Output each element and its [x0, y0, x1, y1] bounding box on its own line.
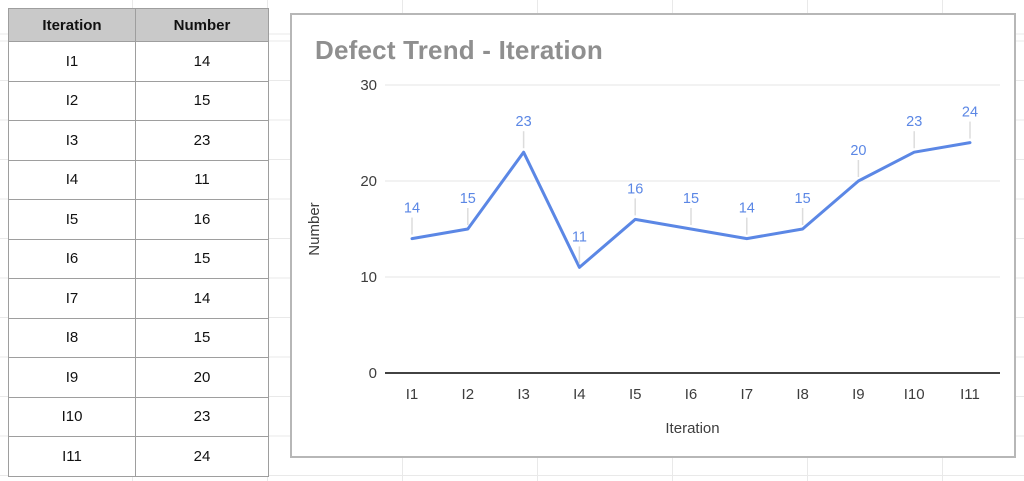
y-tick-label: 30 [360, 77, 377, 94]
table-row: I7 14 [8, 278, 269, 319]
y-tick-label: 20 [360, 173, 377, 190]
table-cell[interactable]: I3 [8, 120, 136, 161]
col-header-iteration[interactable]: Iteration [8, 8, 136, 42]
table-cell[interactable]: 15 [135, 80, 269, 121]
x-tick-label: I6 [685, 386, 698, 403]
table-cell[interactable]: 23 [135, 396, 269, 437]
table-cell[interactable]: 11 [135, 159, 269, 200]
line-chart: 0 10 20 30 Number 14 15 23 11 16 15 14 15 20 23 24 I1 I2 I… [306, 77, 1000, 437]
table-cell[interactable]: I8 [8, 317, 136, 358]
x-axis-title: Iteration [665, 420, 719, 437]
x-tick-label: I1 [406, 386, 419, 403]
data-label: 14 [404, 201, 420, 217]
table-cell[interactable]: 16 [135, 199, 269, 240]
table-cell[interactable]: 23 [135, 120, 269, 161]
table-cell[interactable]: I6 [8, 238, 136, 279]
defect-data-table: Iteration Number I1 14 I2 15 I3 23 I4 11 I5 16 I6 1… [8, 8, 269, 477]
data-label: 14 [739, 201, 755, 217]
table-row: I5 16 [8, 199, 269, 240]
table-row: I2 15 [8, 80, 269, 121]
data-label: 23 [906, 114, 922, 130]
table-row: I6 15 [8, 238, 269, 279]
table-row: I8 15 [8, 317, 269, 358]
x-tick-label: I11 [960, 386, 980, 403]
data-label: 15 [460, 191, 476, 207]
table-row: I9 20 [8, 357, 269, 398]
table-cell[interactable]: I2 [8, 80, 136, 121]
table-cell[interactable]: I1 [8, 41, 136, 82]
table-row: I3 23 [8, 120, 269, 161]
x-tick-label: I5 [629, 386, 642, 403]
y-tick-label: 10 [360, 269, 377, 286]
data-label: 15 [683, 191, 699, 207]
table-row: I11 24 [8, 436, 269, 477]
table-cell[interactable]: I5 [8, 199, 136, 240]
table-cell[interactable]: I9 [8, 357, 136, 398]
x-tick-label: I9 [852, 386, 865, 403]
table-cell[interactable]: 14 [135, 41, 269, 82]
x-tick-label: I7 [741, 386, 754, 403]
x-tick-label: I8 [796, 386, 809, 403]
data-label: 16 [627, 181, 643, 197]
data-label: 24 [962, 105, 978, 121]
table-cell[interactable]: 24 [135, 436, 269, 477]
x-tick-label: I10 [904, 386, 925, 403]
table-row: I1 14 [8, 41, 269, 82]
table-row: I10 23 [8, 396, 269, 437]
col-header-number[interactable]: Number [135, 8, 269, 42]
table-cell[interactable]: 14 [135, 278, 269, 319]
table-cell[interactable]: I10 [8, 396, 136, 437]
data-label: 23 [516, 114, 532, 130]
x-tick-label: I4 [573, 386, 586, 403]
x-tick-label: I2 [462, 386, 475, 403]
data-label: 15 [795, 191, 811, 207]
chart-title: Defect Trend - Iteration [315, 35, 603, 65]
y-tick-label: 0 [369, 365, 377, 382]
chart-container[interactable]: Defect Trend - Iteration 0 10 20 30 Number 14… [290, 13, 1016, 458]
series-line-number [410, 141, 972, 269]
y-axis-title: Number [306, 202, 323, 255]
table-cell[interactable]: 15 [135, 238, 269, 279]
table-row: I4 11 [8, 159, 269, 200]
data-label: 11 [572, 229, 587, 245]
table-body: I1 14 I2 15 I3 23 I4 11 I5 16 I6 15 I7 14 I8 15 I9 20 I10 2… [8, 41, 269, 477]
table-cell[interactable]: I4 [8, 159, 136, 200]
table-cell[interactable]: 15 [135, 317, 269, 358]
table-cell[interactable]: I7 [8, 278, 136, 319]
table-header-row: Iteration Number [8, 8, 269, 42]
x-tick-label: I3 [517, 386, 530, 403]
data-label: 20 [850, 143, 866, 159]
table-cell[interactable]: 20 [135, 357, 269, 398]
table-cell[interactable]: I11 [8, 436, 136, 477]
